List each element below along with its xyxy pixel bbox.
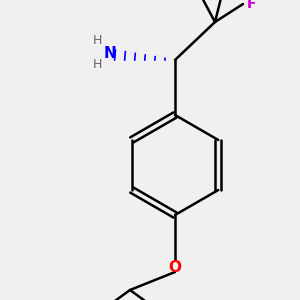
Text: O: O: [169, 260, 182, 275]
Text: H: H: [92, 58, 102, 71]
Text: H: H: [92, 34, 102, 47]
Text: N: N: [103, 46, 116, 61]
Text: F: F: [246, 0, 256, 11]
